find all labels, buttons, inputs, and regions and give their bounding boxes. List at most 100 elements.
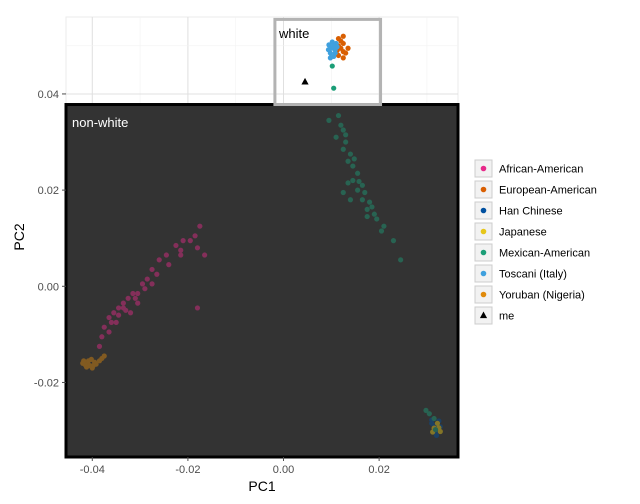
point-african-american	[149, 281, 155, 287]
y-tick-label: 0.00	[38, 281, 59, 293]
point-african-american	[194, 305, 201, 311]
legend-label-japanese: Japanese	[499, 227, 547, 239]
point-mexican-american	[378, 228, 385, 234]
point-mexican-american	[381, 223, 387, 229]
point-mexican-american	[350, 177, 356, 184]
point-african-american	[166, 262, 172, 268]
point-african-american	[106, 314, 112, 321]
point-african-american	[127, 310, 134, 316]
point-mexican-american	[369, 204, 375, 210]
point-african-american	[178, 252, 184, 258]
point-mexican-american	[355, 170, 361, 176]
legend-marker-han-chinese	[480, 207, 487, 214]
point-yoruban-nigeria	[90, 363, 96, 369]
point-african-american	[144, 276, 150, 282]
point-african-american	[173, 242, 179, 249]
point-african-american	[115, 312, 122, 318]
point-european-american	[338, 38, 344, 44]
y-tick-label: 0.04	[38, 89, 59, 101]
point-mexican-american	[340, 146, 346, 152]
point-african-american	[130, 290, 136, 297]
point-african-american	[113, 319, 119, 325]
point-african-american	[96, 343, 103, 349]
point-mexican-american	[431, 415, 437, 422]
x-axis-title: PC1	[248, 478, 275, 494]
point-european-american	[340, 49, 346, 55]
point-mexican-american	[347, 151, 354, 157]
legend-label-european-american: European-American	[499, 185, 597, 197]
point-african-american	[154, 271, 160, 277]
point-african-american	[135, 290, 141, 297]
legend-label-yoruban-nigeria: Yoruban (Nigeria)	[499, 290, 585, 302]
point-mexican-american	[359, 197, 365, 203]
point-european-american	[345, 45, 351, 51]
legend-marker-toscani-italy	[480, 270, 487, 277]
point-african-american	[120, 300, 126, 306]
point-african-american	[149, 266, 155, 273]
point-african-american	[125, 295, 131, 301]
point-mexican-american	[343, 132, 349, 138]
point-yoruban-nigeria	[88, 356, 94, 362]
point-mexican-american	[335, 112, 342, 119]
point-mexican-american	[364, 206, 370, 212]
point-mexican-american	[374, 216, 380, 222]
legend-marker-me	[479, 311, 488, 319]
point-african-american	[178, 247, 184, 253]
point-mexican-american	[432, 426, 439, 433]
x-tick-label: -0.02	[175, 464, 200, 476]
point-toscani-italy	[327, 55, 333, 61]
point-african-american	[202, 252, 208, 258]
legend-label-toscani-italy: Toscani (Italy)	[499, 269, 567, 281]
point-mexican-american	[326, 117, 332, 123]
point-african-american	[111, 310, 117, 316]
x-tick-label: 0.02	[368, 464, 389, 476]
point-african-american	[139, 281, 146, 287]
point-european-american	[340, 33, 346, 39]
point-yoruban-nigeria	[101, 353, 107, 359]
legend-marker-yoruban-nigeria	[480, 291, 487, 298]
point-mexican-american	[340, 127, 346, 133]
point-mexican-american	[333, 134, 339, 140]
legend-label-mexican-american: Mexican-American	[499, 248, 590, 260]
point-african-american	[99, 334, 105, 340]
point-african-american	[132, 295, 138, 301]
axis-ticks: -0.04 -0.02 0.00 0.02 -0.02 0.00 0.02 0.04	[34, 89, 390, 476]
point-mexican-american	[423, 407, 429, 413]
point-mexican-american	[345, 158, 351, 164]
point-african-american	[156, 257, 162, 263]
legend-label-african-american: African-American	[499, 164, 583, 176]
data-points	[80, 33, 443, 438]
legend: African-American European-American Han Chi…	[473, 156, 608, 332]
legend-marker-mexican-american	[480, 249, 487, 256]
point-mexican-american	[347, 197, 354, 203]
point-mexican-american	[366, 199, 373, 205]
y-tick-label: 0.02	[38, 185, 59, 197]
point-mexican-american	[356, 178, 362, 185]
point-african-american	[187, 238, 193, 244]
point-toscani-italy	[325, 47, 332, 53]
legend-label-han-chinese: Han Chinese	[499, 206, 563, 218]
point-toscani-italy	[332, 50, 338, 56]
legend-label-me: me	[499, 311, 514, 323]
x-tick-label: 0.00	[273, 464, 294, 476]
non-white-region	[64, 103, 460, 459]
x-tick-label: -0.04	[80, 464, 105, 476]
point-mexican-american	[371, 211, 377, 217]
point-mexican-american	[362, 189, 368, 196]
point-me	[301, 77, 309, 85]
point-african-american	[180, 238, 186, 244]
point-african-american	[197, 223, 203, 229]
point-mexican-american	[398, 257, 404, 263]
point-african-american	[115, 305, 122, 311]
white-label: white	[278, 26, 309, 41]
point-mexican-american	[340, 189, 346, 196]
point-mexican-american	[331, 85, 337, 91]
point-mexican-american	[359, 182, 365, 188]
point-african-american	[108, 319, 115, 325]
point-mexican-american	[343, 139, 349, 145]
point-african-american	[142, 286, 148, 292]
point-european-american	[340, 55, 346, 61]
point-african-american	[194, 245, 201, 251]
point-african-american	[101, 324, 107, 330]
